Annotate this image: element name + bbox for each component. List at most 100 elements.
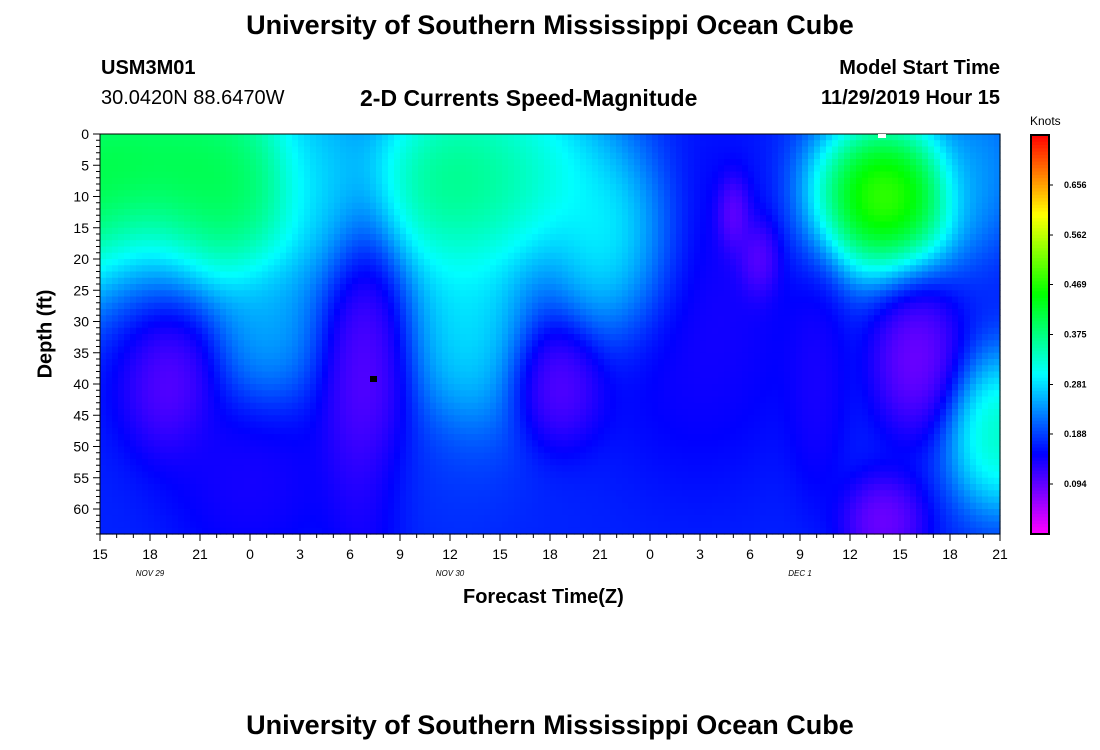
heatmap-cell	[106, 321, 113, 329]
heatmap-cell	[424, 252, 431, 260]
heatmap-cell	[472, 165, 479, 173]
heatmap-cell	[790, 196, 797, 204]
heatmap-cell	[808, 259, 815, 266]
heatmap-cell	[454, 184, 461, 191]
heatmap-cell	[490, 134, 497, 141]
heatmap-cell	[460, 215, 467, 223]
heatmap-cell	[856, 309, 863, 316]
heatmap-cell	[910, 159, 917, 166]
heatmap-cell	[292, 221, 299, 229]
heatmap-cell	[994, 177, 1001, 185]
heatmap-cell	[616, 321, 623, 329]
heatmap-cell	[838, 271, 845, 279]
heatmap-cell	[280, 240, 287, 248]
heatmap-cell	[466, 171, 473, 179]
heatmap-cell	[232, 284, 239, 291]
heatmap-cell	[544, 202, 551, 210]
heatmap-cell	[100, 296, 107, 304]
heatmap-cell	[136, 309, 143, 316]
heatmap-cell	[658, 271, 665, 279]
heatmap-cell	[370, 190, 377, 198]
heatmap-cell	[376, 146, 383, 154]
heatmap-cell	[118, 152, 125, 160]
heatmap-cell	[334, 277, 341, 285]
heatmap-cell	[808, 246, 815, 254]
heatmap-cell	[226, 265, 233, 273]
heatmap-cell	[502, 277, 509, 285]
heatmap-cell	[208, 315, 215, 323]
heatmap-cell	[934, 321, 941, 329]
heatmap-cell	[298, 271, 305, 279]
heatmap-cell	[658, 321, 665, 329]
heatmap-cell	[796, 302, 803, 310]
heatmap-cell	[442, 165, 449, 173]
heatmap-cell	[190, 252, 197, 260]
heatmap-cell	[550, 134, 557, 141]
heatmap-cell	[382, 277, 389, 285]
heatmap-cell	[316, 271, 323, 279]
heatmap-cell	[436, 184, 443, 191]
heatmap-cell	[286, 246, 293, 254]
heatmap-cell	[502, 315, 509, 323]
heatmap-cell	[214, 284, 221, 291]
heatmap-cell	[160, 246, 167, 254]
heatmap-cell	[436, 321, 443, 329]
heatmap-cell	[940, 177, 947, 185]
heatmap-cell	[814, 184, 821, 191]
heatmap-cell	[796, 315, 803, 323]
heatmap-cell	[466, 190, 473, 198]
heatmap-cell	[376, 296, 383, 304]
heatmap-cell	[586, 327, 593, 335]
heatmap-cell	[388, 202, 395, 210]
heatmap-cell	[340, 240, 347, 248]
heatmap-cell	[478, 302, 485, 310]
heatmap-cell	[574, 215, 581, 223]
heatmap-cell	[214, 171, 221, 179]
heatmap-cell	[112, 221, 119, 229]
heatmap-cell	[502, 196, 509, 204]
heatmap-cell	[310, 327, 317, 335]
heatmap-cell	[406, 159, 413, 166]
heatmap-cell	[712, 327, 719, 335]
heatmap-cell	[988, 302, 995, 310]
heatmap-cell	[262, 284, 269, 291]
heatmap-cell	[196, 321, 203, 329]
heatmap-cell	[598, 234, 605, 241]
heatmap-cell	[160, 302, 167, 310]
heatmap-cell	[112, 302, 119, 310]
heatmap-cell	[526, 221, 533, 229]
heatmap-cell	[574, 327, 581, 335]
heatmap-cell	[196, 265, 203, 273]
heatmap-cell	[934, 277, 941, 285]
heatmap-cell	[448, 290, 455, 298]
heatmap-cell	[712, 140, 719, 148]
heatmap-cell	[154, 177, 161, 185]
heatmap-cell	[826, 215, 833, 223]
heatmap-cell	[142, 290, 149, 298]
heatmap-cell	[460, 271, 467, 279]
heatmap-cell	[568, 321, 575, 329]
heatmap-cell	[556, 252, 563, 260]
heatmap-cell	[442, 227, 449, 235]
heatmap-cell	[310, 177, 317, 185]
heatmap-cell	[886, 315, 893, 323]
heatmap-cell	[676, 177, 683, 185]
heatmap-cell	[862, 146, 869, 154]
heatmap-cell	[946, 227, 953, 235]
heatmap-cell	[352, 152, 359, 160]
heatmap-cell	[226, 146, 233, 154]
heatmap-cell	[202, 302, 209, 310]
heatmap-cell	[772, 265, 779, 273]
heatmap-cell	[178, 290, 185, 298]
heatmap-cell	[400, 159, 407, 166]
heatmap-cell	[934, 196, 941, 204]
heatmap-cell	[904, 171, 911, 179]
heatmap-cell	[310, 309, 317, 316]
heatmap-cell	[748, 165, 755, 173]
heatmap-cell	[430, 284, 437, 291]
heatmap-cell	[346, 140, 353, 148]
heatmap-cell	[334, 290, 341, 298]
heatmap-cell	[400, 240, 407, 248]
heatmap-cell	[400, 302, 407, 310]
heatmap-cell	[946, 134, 953, 141]
